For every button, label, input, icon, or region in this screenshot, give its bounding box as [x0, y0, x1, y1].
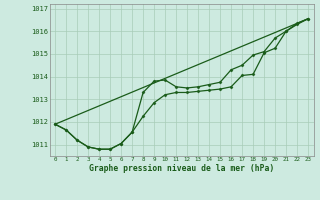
X-axis label: Graphe pression niveau de la mer (hPa): Graphe pression niveau de la mer (hPa) — [89, 164, 274, 173]
